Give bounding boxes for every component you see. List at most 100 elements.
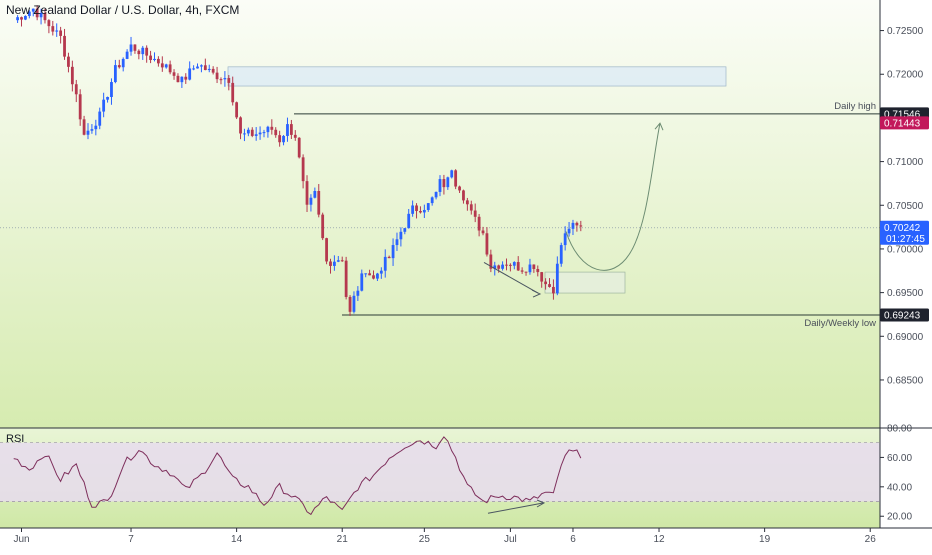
candle-body — [110, 82, 113, 97]
projection-curve — [565, 123, 661, 271]
candle-body — [528, 264, 532, 273]
candle-body — [325, 238, 328, 262]
candle-body — [524, 271, 528, 273]
candle-body — [70, 66, 74, 85]
candle-body — [352, 295, 356, 312]
candle-body — [94, 125, 98, 130]
price-pane-background — [0, 0, 880, 428]
candle-body — [20, 17, 23, 20]
price-tag-background — [880, 308, 929, 322]
rsi-band — [0, 442, 880, 502]
candle-body — [129, 44, 133, 52]
candle-body — [571, 222, 575, 229]
candle-body — [516, 262, 520, 271]
candle-body — [203, 65, 207, 71]
candle-body — [512, 262, 516, 266]
time-tick-label: Jul — [504, 534, 517, 545]
candle-body — [47, 20, 51, 27]
candle-body — [282, 135, 285, 143]
candle-body — [250, 129, 254, 136]
candle-body — [27, 11, 31, 16]
candle-body — [254, 134, 258, 136]
candle-body — [391, 245, 395, 259]
rsi-tick-label: 20.00 — [887, 512, 912, 523]
candle-body — [501, 264, 504, 269]
time-axis-background — [0, 528, 880, 550]
candle-body — [395, 239, 399, 246]
candle-body — [113, 65, 117, 83]
time-tick-label: Jun — [13, 534, 29, 545]
candle-body — [289, 124, 293, 135]
candle-body — [219, 79, 223, 81]
candle-body — [520, 270, 524, 272]
candle-body — [403, 228, 407, 232]
candle-body — [200, 65, 203, 67]
candle-body — [215, 72, 219, 80]
rsi-divergence-arrowhead — [536, 499, 546, 508]
candle-body — [360, 273, 364, 291]
candle-body — [184, 76, 188, 80]
candle-body — [563, 233, 567, 246]
time-tick-label: 25 — [419, 534, 431, 545]
candle-body — [59, 30, 63, 36]
candle-body — [227, 78, 231, 83]
candle-body — [74, 84, 78, 95]
candle-body — [407, 213, 411, 229]
candle-body — [157, 58, 160, 64]
candle-body — [133, 44, 137, 51]
price-axis-background — [880, 0, 932, 550]
candle-body — [274, 129, 278, 136]
candle-body — [364, 273, 368, 275]
candle-body — [51, 26, 55, 32]
candle-body — [16, 17, 19, 21]
candle-body — [344, 260, 348, 297]
candle-body — [246, 129, 250, 134]
candle-body — [422, 209, 426, 213]
candle-body — [106, 96, 109, 100]
candle-body — [434, 191, 438, 198]
candle-body — [231, 82, 235, 103]
candle-body — [102, 99, 106, 112]
candle-body — [559, 245, 563, 264]
price-tag-background — [880, 220, 929, 245]
candle-body — [153, 58, 156, 61]
candle-body — [258, 132, 262, 135]
price-tick-label: 0.70500 — [887, 201, 924, 212]
candle-body — [78, 94, 82, 120]
rsi-tick-label: 80.00 — [887, 424, 912, 435]
chart-title: New Zealand Dollar / U.S. Dollar, 4h, FX… — [6, 3, 240, 17]
price-tag-countdown: 01:27:45 — [886, 234, 925, 245]
price-tag-label: 0.70242 — [884, 223, 921, 234]
candle-body — [235, 102, 239, 118]
candle-body — [317, 191, 321, 215]
candle-body — [117, 65, 121, 68]
candle-body — [313, 191, 317, 198]
candle-body — [477, 216, 481, 231]
candle-body — [192, 68, 195, 70]
candle-body — [372, 275, 375, 279]
candle-body — [348, 296, 352, 312]
candle-body — [387, 256, 391, 259]
candle-body — [505, 264, 508, 266]
candle-body — [465, 200, 469, 205]
candle-body — [368, 273, 371, 276]
candle-body — [239, 117, 242, 134]
rsi-tick-label: 60.00 — [887, 453, 912, 464]
candle-body — [43, 12, 47, 21]
rsi-tick-label: 40.00 — [887, 482, 912, 493]
candle-body — [415, 205, 418, 212]
supply-zone — [227, 66, 727, 87]
price-tick-label: 0.72500 — [887, 26, 924, 37]
candle-body — [176, 75, 180, 83]
candle-body — [262, 132, 266, 134]
candle-body — [509, 264, 512, 266]
candle-body — [137, 50, 141, 55]
candle-body — [63, 35, 66, 57]
candle-body — [180, 76, 184, 83]
candle-body — [149, 55, 152, 61]
candle-body — [24, 15, 27, 20]
candle-body — [489, 254, 493, 269]
candle-body — [31, 8, 35, 12]
candle-body — [55, 30, 59, 32]
